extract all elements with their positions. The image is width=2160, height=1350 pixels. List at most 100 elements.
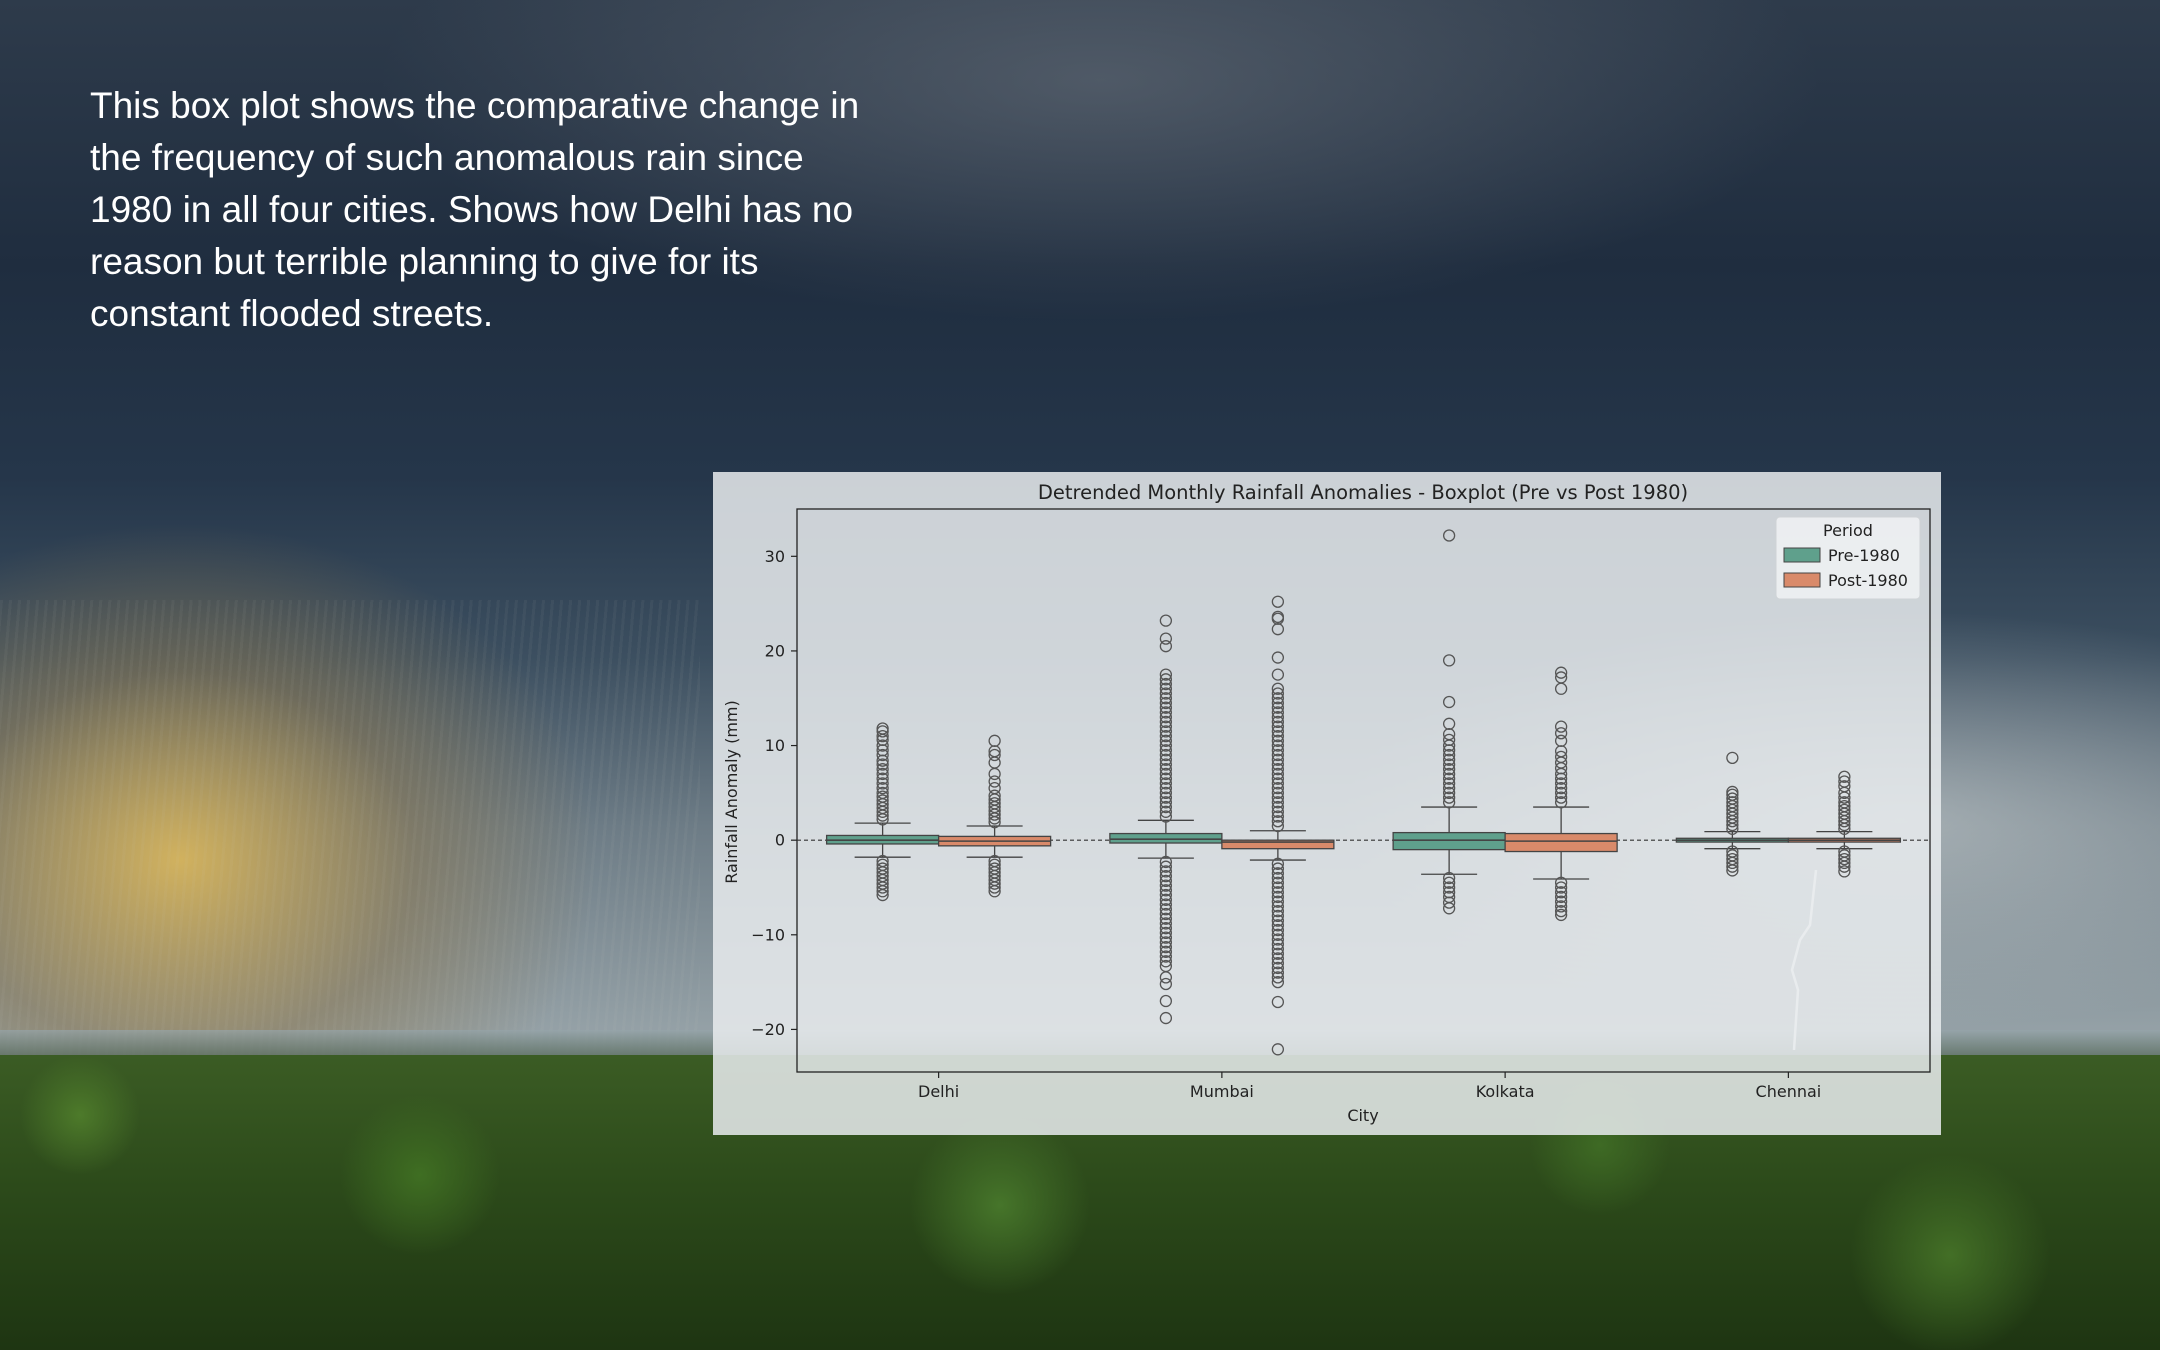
x-tick-label: Mumbai — [1190, 1082, 1254, 1101]
outlier-point — [1271, 819, 1285, 833]
outlier-point — [1271, 763, 1285, 776]
outlier-point — [1271, 720, 1285, 733]
outlier-point — [1271, 729, 1285, 743]
outlier-point — [1159, 781, 1173, 795]
outlier-point — [1271, 781, 1285, 795]
outlier-point — [988, 881, 1001, 894]
outlier-point — [1271, 715, 1285, 729]
outlier-point — [1554, 786, 1568, 800]
outlier-point — [1838, 852, 1851, 866]
outlier-point — [988, 797, 1001, 810]
outlier-point — [1442, 767, 1456, 781]
outlier-point — [876, 739, 889, 752]
outlier-point — [1442, 896, 1456, 909]
outlier-point — [1159, 753, 1173, 766]
outlier-point — [1838, 775, 1851, 788]
outlier-point — [988, 775, 1001, 788]
outlier-point — [1271, 696, 1285, 710]
outlier-point — [1838, 780, 1851, 793]
outlier-point — [876, 772, 889, 785]
x-axis-label: City — [1347, 1106, 1378, 1125]
outlier-point — [988, 885, 1001, 898]
outlier-point — [1271, 687, 1285, 700]
box-pre-1980-chennai — [1675, 751, 1790, 877]
outlier-point — [1271, 711, 1285, 724]
outlier-point — [1159, 706, 1173, 719]
outlier-point — [876, 748, 889, 762]
outlier-point — [1159, 677, 1173, 691]
outlier-point — [1442, 758, 1456, 771]
outlier-point — [1159, 931, 1173, 944]
outlier-point — [876, 767, 889, 781]
outlier-point — [1159, 720, 1173, 733]
outlier-point — [1442, 796, 1456, 809]
outlier-point — [1271, 805, 1285, 818]
outlier-point — [1442, 529, 1456, 542]
outlier-point — [1554, 750, 1568, 764]
box-post-1980-chennai — [1787, 770, 1902, 878]
outlier-point — [1554, 781, 1568, 795]
outlier-point — [988, 781, 1001, 795]
outlier-point — [1271, 744, 1285, 757]
outlier-point — [1442, 777, 1456, 790]
outlier-point — [1442, 791, 1456, 804]
outlier-point — [1271, 952, 1285, 965]
outlier-point — [1271, 919, 1285, 932]
box-pre-1980-kolkata — [1392, 529, 1506, 915]
outlier-point — [1159, 893, 1173, 906]
outlier-point — [876, 786, 889, 800]
outlier-point — [1159, 810, 1173, 823]
outlier-point — [1159, 767, 1173, 781]
outlier-point — [876, 885, 889, 898]
outlier-point — [1726, 792, 1739, 805]
outlier-point — [876, 790, 889, 803]
y-tick-label: 10 — [765, 736, 785, 755]
outlier-point — [1554, 734, 1568, 747]
outlier-point — [1442, 876, 1456, 889]
outlier-point — [1159, 786, 1173, 800]
outlier-point — [1159, 800, 1173, 814]
outlier-point — [1159, 729, 1173, 743]
outlier-point — [1271, 890, 1285, 904]
outlier-point — [1554, 876, 1568, 889]
outlier-point — [1271, 947, 1285, 960]
outlier-point — [1271, 942, 1285, 956]
outlier-point — [1159, 725, 1173, 738]
outlier-point — [1159, 994, 1173, 1008]
outlier-point — [876, 725, 889, 738]
outlier-point — [1159, 977, 1173, 991]
outlier-point — [1271, 748, 1285, 762]
outlier-point — [988, 767, 1001, 781]
outlier-point — [1159, 1011, 1173, 1025]
outlier-point — [1271, 871, 1285, 885]
outlier-point — [1159, 748, 1173, 762]
outlier-point — [1159, 758, 1173, 771]
outlier-point — [1442, 786, 1456, 800]
outlier-point — [1159, 888, 1173, 902]
box-iqr — [1221, 839, 1335, 850]
outlier-point — [1442, 772, 1456, 785]
outlier-point — [1271, 786, 1285, 800]
outlier-point — [1271, 767, 1285, 781]
outlier-point — [1159, 879, 1173, 892]
outlier-point — [1554, 791, 1568, 804]
outlier-point — [1271, 692, 1285, 705]
outlier-point — [1271, 923, 1285, 937]
box-post-1980-mumbai — [1221, 595, 1335, 1056]
outlier-point — [1271, 682, 1285, 695]
outlier-point — [1271, 791, 1285, 804]
outlier-point — [1159, 692, 1173, 705]
outlier-point — [1271, 862, 1285, 875]
plot-area — [796, 508, 1931, 1073]
outlier-point — [1271, 651, 1285, 664]
outlier-point — [1271, 758, 1285, 771]
chart-panel: Detrended Monthly Rainfall Anomalies - B… — [713, 472, 1941, 1135]
outlier-point — [876, 758, 889, 771]
outlier-point — [1271, 900, 1285, 913]
caption-line: reason but terrible planning to give for… — [90, 241, 759, 282]
outlier-point — [1159, 805, 1173, 818]
outlier-point — [1271, 881, 1285, 894]
outlier-point — [876, 729, 889, 743]
outlier-point — [1838, 856, 1851, 870]
outlier-point — [1554, 727, 1568, 740]
